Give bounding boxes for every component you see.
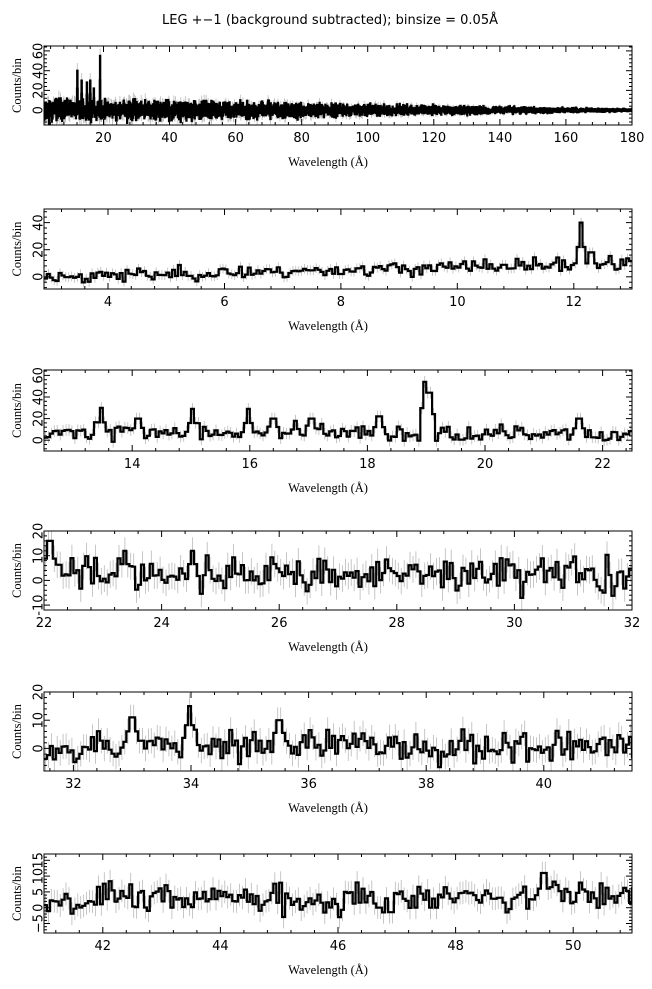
x-tick-label: 20 — [477, 457, 494, 472]
x-tick-label: 22 — [594, 457, 611, 472]
x-tick-label: 22 — [36, 616, 53, 631]
y-tick-label: -10 — [32, 594, 47, 615]
y-tick-label: 20 — [32, 684, 47, 701]
figure-title: LEG +−1 (background subtracted); binsize… — [162, 12, 498, 28]
y-axis-label: Counts/bin — [10, 703, 24, 759]
error-bars — [45, 861, 631, 929]
x-tick-label: 18 — [359, 457, 376, 472]
y-tick-label: 20 — [32, 410, 47, 427]
y-tick-label: 40 — [32, 62, 47, 79]
y-tick-label: 20 — [32, 523, 47, 540]
y-tick-label: 0 — [32, 436, 47, 444]
panel-1: 20 40 60 80 100 120 140 160 180 0 20 40 60 Wavelength… — [10, 43, 644, 169]
plot-frame — [43, 45, 633, 126]
x-tick-label: 120 — [421, 131, 446, 146]
x-axis-label: Wavelength (Å) — [288, 640, 368, 654]
x-tick-label: 100 — [355, 131, 380, 146]
y-tick-label: 0 — [32, 904, 47, 912]
error-bars — [45, 693, 631, 771]
x-tick-label: 6 — [220, 295, 228, 310]
y-tick-label: 10 — [32, 712, 47, 729]
panel-4: 22 24 26 28 30 32 -10 0 10 20 Wavelength (Å) Counts… — [10, 523, 640, 654]
x-axis-label: Wavelength (Å) — [288, 155, 368, 169]
x-tick-label: 48 — [447, 939, 464, 954]
spectrum-series-line — [44, 221, 632, 284]
spectrum-series-line — [44, 871, 632, 919]
x-tick-label: 42 — [95, 939, 112, 954]
x-tick-label: 140 — [487, 131, 512, 146]
y-tick-label: 10 — [32, 547, 47, 564]
x-tick-label: 40 — [536, 777, 553, 792]
x-tick-label: 40 — [161, 131, 178, 146]
y-tick-label: 60 — [32, 43, 47, 60]
y-tick-label: 0 — [32, 106, 47, 114]
x-tick-label: 8 — [337, 295, 345, 310]
x-tick-label: 28 — [389, 616, 406, 631]
x-tick-label: 4 — [104, 295, 112, 310]
x-tick-label: 180 — [620, 131, 645, 146]
y-axis-label: Counts/bin — [10, 542, 24, 598]
y-axis-label: Counts/bin — [10, 221, 24, 277]
y-axis-label: Counts/bin — [10, 382, 24, 438]
y-tick-label: 40 — [32, 389, 47, 406]
x-tick-label: 44 — [212, 939, 229, 954]
panel-3: 14 16 18 20 22 0 20 40 60 Wavelength (Å) Counts/bi… — [10, 367, 633, 495]
x-tick-label: 60 — [227, 131, 244, 146]
x-axis-label: Wavelength (Å) — [288, 319, 368, 333]
y-tick-label: 20 — [32, 241, 47, 258]
y-tick-label: 10 — [32, 868, 47, 885]
y-tick-label: −5 — [32, 914, 47, 933]
x-tick-label: 14 — [124, 457, 141, 472]
x-tick-label: 10 — [449, 295, 466, 310]
x-tick-label: 34 — [183, 777, 200, 792]
x-tick-label: 30 — [506, 616, 523, 631]
plot-frame — [43, 369, 633, 452]
y-tick-label: 60 — [32, 367, 47, 384]
x-tick-label: 16 — [242, 457, 259, 472]
y-tick-label: 15 — [32, 852, 47, 869]
y-tick-label: 0 — [32, 744, 47, 752]
spectrum-series-line — [44, 539, 632, 599]
plot-frame — [43, 691, 633, 772]
x-tick-label: 26 — [271, 616, 288, 631]
x-tick-label: 12 — [566, 295, 583, 310]
x-tick-label: 24 — [153, 616, 170, 631]
y-axis-label: Counts/bin — [10, 865, 24, 921]
x-tick-label: 32 — [65, 777, 82, 792]
spectrum-series-line — [44, 54, 632, 125]
y-tick-label: 5 — [32, 888, 47, 896]
x-tick-label: 20 — [95, 131, 112, 146]
y-tick-label: 40 — [32, 214, 47, 231]
x-axis-label: Wavelength (Å) — [288, 481, 368, 495]
y-axis-label: Counts/bin — [10, 57, 24, 113]
y-tick-label: 0 — [32, 576, 47, 584]
spectrum-series-line — [44, 380, 632, 443]
y-tick-label: 0 — [32, 273, 47, 281]
spectrum-series-line — [44, 705, 632, 769]
x-tick-label: 32 — [624, 616, 641, 631]
x-axis-label: Wavelength (Å) — [288, 963, 368, 977]
error-bars — [45, 217, 631, 288]
x-tick-label: 160 — [554, 131, 579, 146]
x-axis-label: Wavelength (Å) — [288, 801, 368, 815]
x-tick-label: 80 — [293, 131, 310, 146]
x-tick-label: 36 — [300, 777, 317, 792]
x-tick-label: 46 — [330, 939, 347, 954]
x-tick-label: 38 — [418, 777, 435, 792]
panel-2: 4 6 8 10 12 0 20 40 Wavelength (Å) Counts/bin — [10, 208, 633, 333]
plot-frame — [43, 208, 633, 290]
y-tick-label: 20 — [32, 82, 47, 99]
panel-5: 32 34 36 38 40 0 10 20 Wavelength (Å) Counts/bin — [10, 684, 633, 815]
x-tick-label: 50 — [565, 939, 582, 954]
